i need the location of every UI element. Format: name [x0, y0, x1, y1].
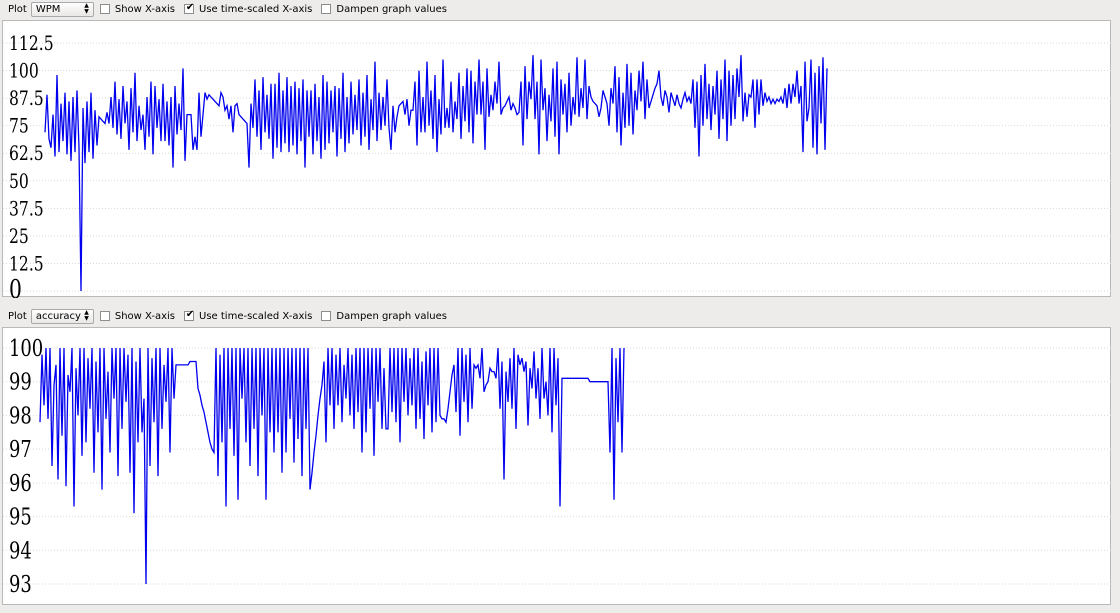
- ytick-label: 112.5: [9, 32, 54, 55]
- show-xaxis-label: Show X-axis: [114, 3, 176, 15]
- time-scaled-label: Use time-scaled X-axis: [199, 3, 313, 15]
- ytick-label: 75: [9, 115, 29, 138]
- checkmark-icon: ✔: [185, 2, 195, 13]
- data-series-line: [44, 55, 828, 292]
- ytick-label: 12.5: [9, 253, 44, 276]
- plot-select-value: WPM: [35, 3, 61, 15]
- wpm-graph-panel: 0 12.5 25 37.5 50 62.5 75 87.5 100 112.5: [2, 20, 1112, 298]
- ytick-label: 25: [9, 225, 29, 248]
- dampen-label: Dampen graph values: [336, 3, 447, 15]
- wpm-chart: 012.5 25 37.5 50 62.5 75 87.5 100 112.5: [3, 32, 1112, 298]
- ytick-label: 50: [9, 170, 29, 193]
- dampen-checkbox[interactable]: Dampen graph values: [321, 311, 447, 322]
- plot-select[interactable]: WPM ▲ ▼: [30, 1, 94, 17]
- time-scaled-checkbox[interactable]: ✔ Use time-scaled X-axis: [184, 2, 313, 15]
- ytick-label: 62.5: [9, 142, 44, 165]
- checkbox-box[interactable]: ✔: [184, 309, 195, 321]
- checkbox-box[interactable]: [99, 311, 110, 321]
- checkbox-box[interactable]: [99, 4, 110, 14]
- ytick-label: 100: [9, 335, 43, 362]
- ytick-label: 94: [9, 537, 32, 564]
- ytick-label: 98: [9, 402, 32, 429]
- ytick-label: 87.5: [9, 87, 44, 110]
- plot-toolbar-2: Plot accuracy ▲ ▼ Show X-axis ✔ Use time-…: [0, 307, 1120, 325]
- dampen-label: Dampen graph values: [336, 310, 447, 322]
- show-xaxis-label: Show X-axis: [114, 310, 176, 322]
- plot-select-value: accuracy: [35, 310, 81, 322]
- dampen-checkbox[interactable]: Dampen graph values: [321, 4, 447, 15]
- data-series-line: [39, 347, 625, 585]
- ytick-label: 100: [9, 60, 39, 83]
- accuracy-chart: 93 94 95 96 97 98 99 100: [3, 335, 1112, 598]
- ytick-label: 97: [9, 436, 32, 463]
- ytick-label: 99: [9, 369, 32, 396]
- show-xaxis-checkbox[interactable]: Show X-axis: [99, 3, 176, 15]
- ytick-label: 96: [9, 470, 32, 497]
- ytick-label: 0: [9, 275, 22, 298]
- ytick-label: 93: [9, 571, 32, 598]
- checkbox-box[interactable]: [321, 4, 332, 14]
- plot-label: Plot: [8, 3, 27, 15]
- time-scaled-label: Use time-scaled X-axis: [199, 310, 313, 322]
- plot-select[interactable]: accuracy ▲ ▼: [30, 308, 94, 324]
- plot-label: Plot: [8, 310, 27, 322]
- checkbox-box[interactable]: ✔: [184, 2, 195, 14]
- updown-arrows-icon: ▲ ▼: [84, 2, 89, 15]
- checkbox-box[interactable]: [321, 311, 332, 321]
- plot-toolbar-1: Plot WPM ▲ ▼ Show X-axis ✔ Use time-scale…: [0, 0, 1120, 18]
- accuracy-graph-panel: 93 94 95 96 97 98 99 100: [2, 327, 1112, 605]
- updown-arrows-icon: ▲ ▼: [84, 309, 89, 322]
- ytick-label: 95: [9, 503, 32, 530]
- show-xaxis-checkbox[interactable]: Show X-axis: [99, 310, 176, 322]
- time-scaled-checkbox[interactable]: ✔ Use time-scaled X-axis: [184, 309, 313, 322]
- checkmark-icon: ✔: [185, 309, 195, 320]
- ytick-label: 37.5: [9, 197, 44, 220]
